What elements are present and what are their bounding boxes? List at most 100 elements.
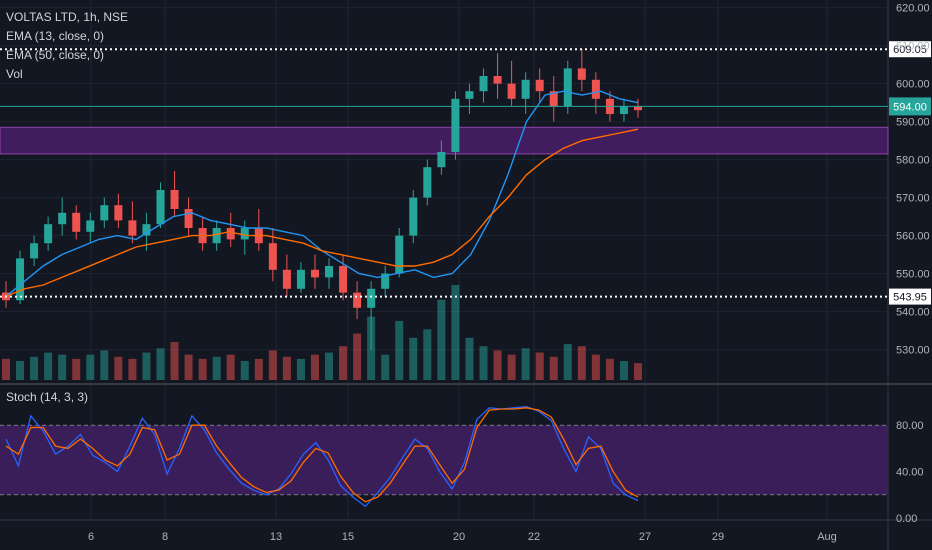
- volume-bar: [310, 354, 319, 380]
- candle-body: [437, 152, 446, 168]
- candle-body: [100, 205, 109, 221]
- volume-bar: [282, 356, 291, 380]
- price-tick-label: 620.00: [896, 3, 930, 15]
- candle-body: [184, 209, 193, 228]
- price-tick-label: 570.00: [896, 193, 930, 205]
- candle-body: [521, 79, 530, 99]
- volume-bar: [156, 348, 165, 380]
- stoch-lines: [5, 405, 639, 508]
- volume-bar: [634, 363, 642, 380]
- price-tick-label: 590.00: [896, 117, 930, 129]
- time-tick-label: 27: [639, 531, 651, 543]
- volume-bar: [212, 356, 221, 380]
- price-tick-label: 560.00: [896, 231, 930, 243]
- candle-body: [563, 68, 572, 107]
- candle-body: [577, 68, 586, 80]
- ema50-legend[interactable]: EMA (50, close, 0): [6, 48, 105, 62]
- level-label-bg: [889, 41, 931, 58]
- volume-bar: [395, 320, 404, 380]
- candle-body: [381, 273, 390, 289]
- current-price-label-bg: [889, 97, 931, 116]
- volume-bar: [16, 361, 25, 380]
- volume-bar: [381, 354, 390, 380]
- price-tick-label: 530.00: [896, 345, 930, 357]
- candle-body: [226, 228, 235, 240]
- volume-bar: [30, 356, 39, 380]
- time-tick-label: 13: [270, 531, 282, 543]
- stoch-d-line: [5, 407, 639, 503]
- candle-body: [156, 190, 165, 225]
- candle-body: [310, 269, 319, 278]
- volume-bar: [437, 299, 446, 380]
- volume-bar: [86, 354, 95, 380]
- candle-body: [549, 91, 558, 107]
- candle-body: [72, 212, 81, 232]
- ema50-line: [5, 128, 639, 298]
- candle-body: [535, 79, 544, 92]
- volume-legend[interactable]: Vol: [6, 67, 23, 81]
- candle-body: [282, 269, 291, 289]
- volume-bar: [493, 350, 502, 380]
- candle-body: [507, 83, 516, 99]
- volume-bar: [226, 354, 235, 380]
- stoch-band: [0, 424, 888, 496]
- candle-body: [296, 269, 305, 289]
- volume-bar: [577, 346, 586, 380]
- candle-body: [451, 98, 460, 152]
- volume-bar: [479, 346, 488, 380]
- candle-body: [634, 106, 642, 111]
- candle-body: [493, 76, 502, 84]
- candle-body: [479, 76, 488, 92]
- candle-body: [619, 106, 628, 114]
- volume-bar: [451, 285, 460, 380]
- price-tick-label: 540.00: [896, 307, 930, 319]
- candle-body: [86, 220, 95, 232]
- volume-bar: [170, 342, 179, 380]
- candle-body: [325, 266, 334, 278]
- price-tick-label: 600.00: [896, 79, 930, 91]
- stoch-tick-label: 80.00: [896, 420, 924, 432]
- volume-bar: [563, 344, 572, 380]
- stoch-tick-label: 0.00: [896, 513, 917, 525]
- time-tick-label: 8: [162, 531, 168, 543]
- stoch-band-rect: [0, 425, 888, 495]
- candle-body: [395, 235, 404, 274]
- ema13-legend[interactable]: EMA (13, close, 0): [6, 29, 105, 43]
- volume-bar: [100, 350, 109, 380]
- candle-body: [30, 243, 39, 259]
- volume-bar: [240, 361, 249, 380]
- volume-bars: [2, 285, 642, 380]
- candle-body: [128, 220, 137, 236]
- volume-bar: [591, 354, 600, 380]
- volume-bar: [409, 337, 418, 380]
- volume-bar: [296, 358, 305, 380]
- volume-bar: [142, 352, 151, 380]
- symbol-title[interactable]: VOLTAS LTD, 1h, NSE: [6, 10, 129, 24]
- candles: [2, 49, 642, 350]
- price-zone: [0, 126, 889, 155]
- ema-lines: [5, 90, 639, 298]
- volume-bar: [325, 352, 334, 380]
- volume-bar: [72, 358, 81, 380]
- candle-body: [353, 292, 362, 308]
- volume-bar: [268, 350, 277, 380]
- stoch-tick-label: 40.00: [896, 467, 924, 479]
- candle-body: [591, 79, 600, 99]
- volume-bar: [521, 348, 530, 380]
- price-tick-label: 610.00: [896, 41, 930, 53]
- stoch-legend[interactable]: Stoch (14, 3, 3): [6, 390, 89, 404]
- volume-bar: [254, 358, 263, 380]
- candle-body: [339, 266, 348, 293]
- candle-body: [423, 167, 432, 198]
- volume-bar: [619, 361, 628, 380]
- volume-bar: [198, 358, 207, 380]
- level-label: 543.95: [893, 292, 927, 304]
- volume-bar: [465, 337, 474, 380]
- candle-body: [268, 243, 277, 270]
- candle-body: [114, 205, 123, 221]
- volume-bar: [58, 354, 67, 380]
- candle-body: [367, 288, 376, 308]
- time-tick-label: 6: [88, 531, 94, 543]
- price-tick-label: 580.00: [896, 155, 930, 167]
